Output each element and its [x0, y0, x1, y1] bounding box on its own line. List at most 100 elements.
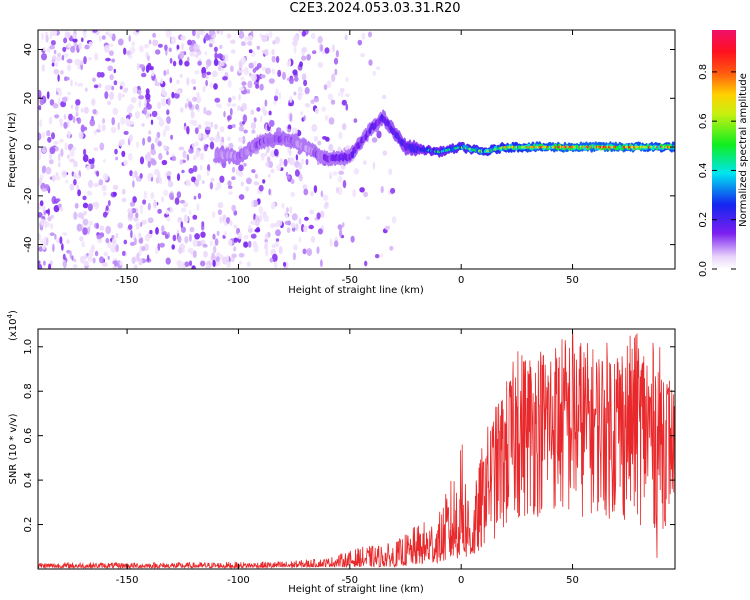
noise-blob: [337, 175, 343, 183]
noise-blob: [105, 205, 109, 212]
noise-blob: [142, 199, 147, 205]
noise-blob: [176, 173, 181, 182]
noise-blob: [310, 32, 316, 40]
x-tick-label: 50: [566, 275, 579, 286]
noise-blob: [38, 148, 42, 154]
noise-blob: [226, 217, 231, 224]
noise-blob: [298, 163, 303, 170]
noise-blob: [143, 190, 148, 200]
noise-blob: [51, 30, 58, 37]
noise-blob: [240, 76, 245, 81]
noise-blob: [38, 105, 42, 111]
noise-blob: [284, 220, 291, 225]
noise-blob: [141, 245, 146, 252]
noise-blob: [157, 101, 162, 110]
noise-blob: [228, 191, 233, 195]
noise-blob: [129, 170, 133, 177]
noise-blob: [180, 107, 184, 113]
noise-blob: [125, 118, 130, 126]
noise-blob: [317, 62, 324, 68]
noise-blob: [201, 221, 205, 227]
noise-blob: [266, 156, 271, 163]
noise-blob: [253, 244, 259, 253]
noise-blob: [213, 83, 218, 90]
noise-blob: [380, 186, 384, 194]
noise-blob: [83, 56, 87, 65]
noise-blob: [135, 222, 140, 230]
noise-blob: [345, 103, 349, 111]
colorbar-axes: 0.0 0.2 0.4 0.6 0.8: [698, 64, 736, 277]
noise-blob: [204, 121, 211, 126]
noise-blob: [303, 188, 309, 196]
noise-blob: [193, 195, 197, 200]
noise-blob: [155, 227, 159, 235]
noise-blob: [210, 240, 213, 247]
x-tick-label: -100: [227, 275, 250, 286]
noise-blob: [237, 232, 243, 240]
noise-blob: [66, 42, 71, 48]
noise-blob: [160, 78, 164, 85]
noise-blob: [301, 30, 306, 37]
noise-blob: [113, 68, 117, 74]
noise-blob: [63, 37, 68, 44]
noise-blob: [246, 261, 251, 267]
y-tick-label: 20: [23, 92, 34, 105]
noise-blob: [81, 37, 84, 43]
noise-blob: [320, 259, 323, 268]
noise-blob: [177, 262, 182, 269]
noise-blob: [261, 35, 267, 43]
noise-blob: [322, 136, 327, 140]
noise-blob: [207, 164, 211, 172]
noise-blob: [324, 201, 329, 207]
noise-blob: [103, 191, 107, 196]
noise-blob: [181, 226, 186, 233]
x-tick-label: -50: [342, 275, 358, 286]
noise-blob: [75, 99, 81, 106]
noise-blob: [59, 118, 63, 123]
top-y-axis-label: Frequency (Hz): [7, 112, 18, 188]
noise-blob: [39, 119, 43, 128]
noise-blob: [298, 218, 302, 225]
noise-blob: [194, 127, 199, 135]
colorbar-tick-label: 0.4: [698, 162, 709, 178]
noise-blob: [129, 201, 136, 207]
noise-blob: [84, 87, 88, 92]
noise-blob: [228, 142, 234, 149]
noise-blob: [187, 56, 190, 62]
noise-blob: [226, 102, 232, 107]
noise-blob: [231, 95, 237, 101]
noise-blob: [105, 31, 110, 36]
noise-blob: [59, 138, 64, 143]
noise-blob: [131, 256, 136, 264]
noise-blob: [63, 114, 67, 120]
noise-blob: [246, 89, 251, 94]
noise-blob: [259, 214, 263, 222]
noise-blob: [77, 189, 81, 197]
noise-blob: [302, 248, 307, 255]
noise-blob: [166, 109, 170, 116]
noise-blob: [167, 174, 171, 180]
top-plot-frame: [37, 29, 676, 270]
noise-blob: [133, 264, 138, 269]
colorbar-tick-label: 0.8: [698, 64, 709, 80]
noise-blob: [170, 134, 174, 140]
noise-blob: [152, 32, 157, 38]
noise-blob: [199, 164, 203, 171]
y-tick-label: 0.2: [23, 517, 34, 533]
noise-blob: [205, 59, 212, 67]
noise-blob: [292, 40, 298, 47]
noise-blob: [146, 254, 150, 262]
noise-blob: [143, 106, 148, 115]
noise-blob: [270, 202, 276, 210]
noise-blob: [49, 99, 55, 106]
noise-blob: [154, 82, 161, 87]
noise-blob: [155, 176, 160, 184]
noise-blob: [260, 74, 266, 79]
noise-blob: [317, 228, 323, 235]
noise-blob: [231, 204, 237, 212]
noise-blob: [251, 73, 257, 82]
noise-blob: [159, 177, 163, 185]
noise-blob: [134, 237, 137, 246]
noise-blob: [51, 62, 55, 67]
noise-blob: [152, 39, 159, 46]
